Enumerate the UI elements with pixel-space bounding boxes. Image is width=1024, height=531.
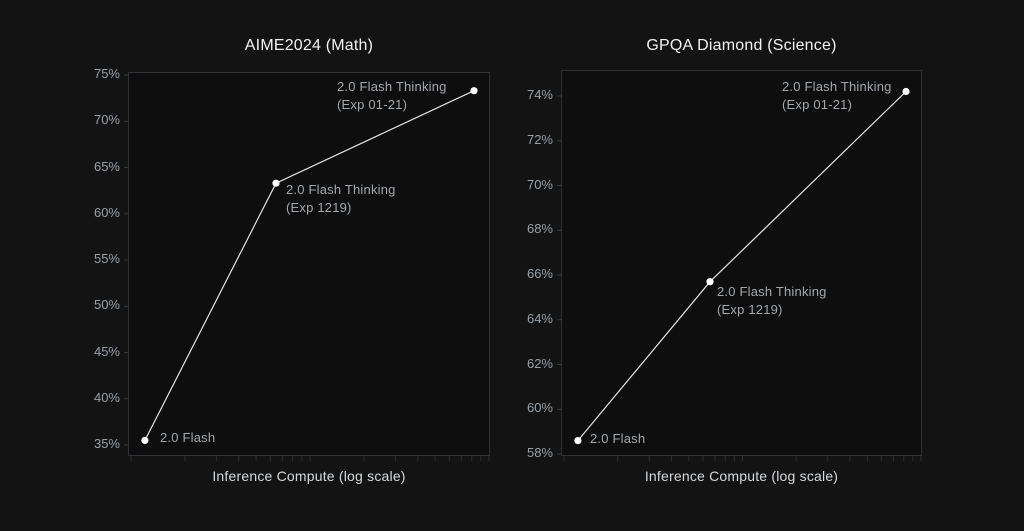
point-label-line: 2.0 Flash Thinking [782,79,892,94]
chart-canvas [124,74,490,461]
chart-title-aime2024: AIME2024 (Math) [244,37,374,54]
y-tick-label: 75% [93,66,120,81]
series-line [577,91,907,441]
plot-area-gpqa-diamond [557,70,922,461]
chart-title-gpqa-diamond: GPQA Diamond (Science) [646,37,837,54]
point-label: 2.0 Flash Thinking (Exp 01-21) [782,78,892,114]
point-label-line: 2.0 Flash [590,431,646,446]
point-label: 2.0 Flash Thinking (Exp 1219) [286,181,396,217]
point-label-line: (Exp 1219) [286,200,352,215]
data-point [706,278,714,286]
y-tick-label: 40% [93,389,120,405]
point-label: 2.0 Flash [590,430,645,448]
data-point [141,436,149,444]
y-tick-label: 65% [93,158,120,174]
data-point [272,179,280,187]
y-tick-label: 60% [93,204,120,220]
point-label-line: 2.0 Flash Thinking [717,284,827,299]
x-axis-label-aime2024: Inference Compute (log scale) [212,468,406,484]
point-label-line: 2.0 Flash [160,430,216,445]
point-label-line: 2.0 Flash Thinking [286,182,396,197]
point-label: 2.0 Flash Thinking (Exp 01-21) [337,78,447,114]
y-tick-label: 70% [93,112,120,128]
y-tick-label: 35% [93,436,120,451]
point-label-line: (Exp 1219) [717,302,783,317]
y-tick-label: 64% [526,310,553,326]
point-label: 2.0 Flash [160,429,215,447]
point-label: 2.0 Flash Thinking (Exp 1219) [717,283,827,319]
point-label-line: (Exp 01-21) [782,97,853,112]
y-tick-label: 45% [93,343,120,359]
plot-area-aime2024 [124,72,490,461]
data-point [470,87,478,95]
y-tick-label: 58% [526,445,553,460]
y-tick-label: 74% [526,87,553,102]
point-label-line: (Exp 01-21) [337,97,408,112]
x-axis-label-gpqa-diamond: Inference Compute (log scale) [644,468,839,484]
y-tick-label: 72% [526,131,553,147]
y-tick-label: 50% [93,297,120,313]
data-point [574,437,582,445]
point-label-line: 2.0 Flash Thinking [337,79,447,94]
chart-canvas [557,87,922,461]
y-tick-label: 60% [526,400,553,416]
data-point [902,87,910,96]
y-tick-label: 68% [526,221,553,237]
y-tick-label: 55% [93,251,120,266]
y-tick-label: 70% [526,176,553,192]
y-tick-label: 66% [526,266,553,281]
series-line [144,90,475,441]
y-tick-label: 62% [526,355,553,371]
